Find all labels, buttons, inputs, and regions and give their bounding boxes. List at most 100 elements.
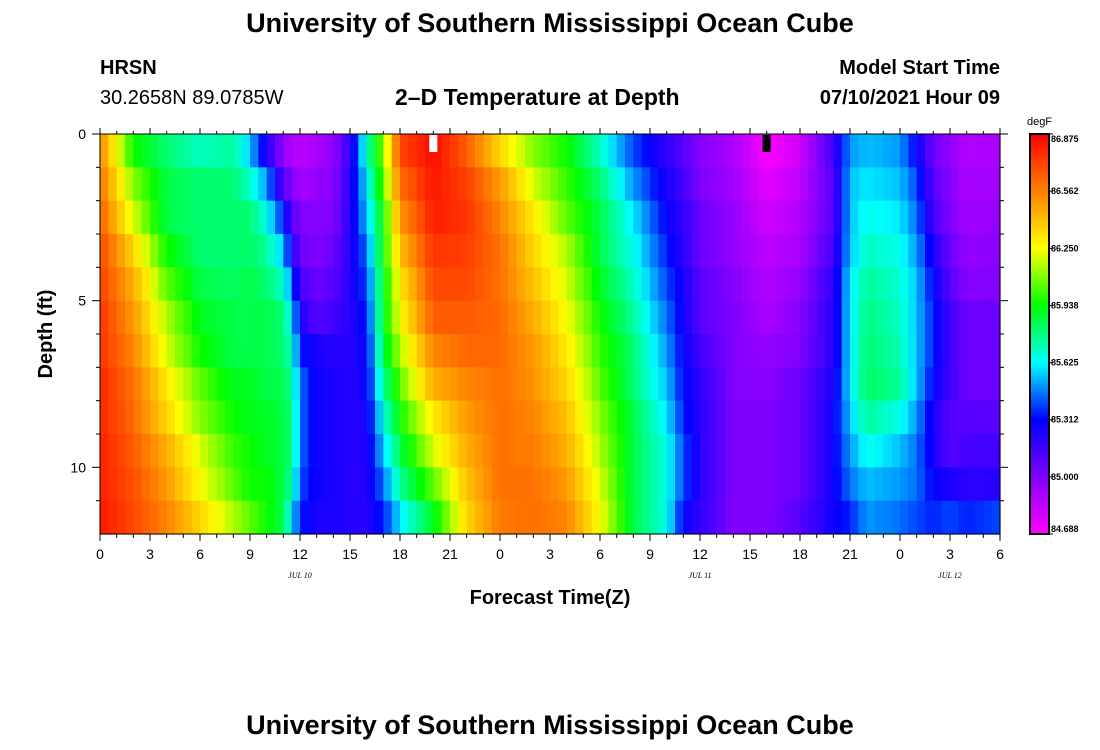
heatmap-cell bbox=[766, 500, 776, 535]
heatmap-cell bbox=[141, 300, 151, 335]
heatmap-cell bbox=[783, 500, 793, 535]
heatmap-cell bbox=[816, 500, 826, 535]
heatmap-cell bbox=[825, 334, 834, 368]
x-tick-label: 0 bbox=[496, 546, 504, 562]
heatmap-cell bbox=[391, 400, 401, 435]
heatmap-cell bbox=[550, 267, 559, 302]
heatmap-cell bbox=[375, 434, 384, 468]
heatmap-cell bbox=[358, 267, 368, 302]
heatmap-cell bbox=[900, 267, 909, 302]
heatmap-cell bbox=[175, 367, 184, 402]
heatmap-cell bbox=[916, 334, 926, 368]
heatmap-cell bbox=[833, 467, 843, 502]
current-time-marker bbox=[762, 135, 771, 152]
heatmap-cell bbox=[825, 500, 834, 535]
x-tick-label: 21 bbox=[842, 546, 858, 562]
heatmap-cell bbox=[350, 367, 359, 402]
heatmap-cell bbox=[850, 234, 859, 268]
heatmap-cell bbox=[825, 467, 834, 502]
heatmap-cell bbox=[433, 200, 443, 235]
heatmap-cell bbox=[641, 234, 651, 268]
heatmap-cell bbox=[333, 234, 343, 268]
heatmap-cell bbox=[916, 400, 926, 435]
heatmap-cell bbox=[808, 434, 818, 468]
heatmap-cell bbox=[516, 234, 526, 268]
heatmap-cell bbox=[883, 267, 893, 302]
heatmap-cell bbox=[233, 267, 243, 302]
heatmap-cell bbox=[400, 500, 409, 535]
heatmap-cell bbox=[658, 400, 668, 435]
heatmap-cell bbox=[100, 234, 109, 268]
heatmap-cell bbox=[708, 334, 718, 368]
heatmap-cell bbox=[366, 234, 376, 268]
heatmap-cell bbox=[666, 300, 676, 335]
heatmap-cell bbox=[708, 134, 718, 168]
heatmap-cell bbox=[591, 334, 601, 368]
heatmap-cell bbox=[233, 334, 243, 368]
heatmap-cell bbox=[608, 500, 618, 535]
heatmap-cell bbox=[275, 200, 284, 235]
heatmap-cell bbox=[316, 500, 326, 535]
heatmap-cell bbox=[925, 334, 934, 368]
heatmap-cell bbox=[791, 167, 801, 202]
heatmap-cell bbox=[508, 367, 518, 402]
heatmap-cell bbox=[641, 300, 651, 335]
heatmap-cell bbox=[283, 234, 293, 268]
heatmap-cell bbox=[500, 200, 509, 235]
heatmap-cell bbox=[783, 367, 793, 402]
heatmap-cell bbox=[225, 500, 234, 535]
heatmap-cell bbox=[700, 467, 709, 502]
heatmap-cell bbox=[883, 334, 893, 368]
heatmap-cell bbox=[358, 367, 368, 402]
heatmap-cell bbox=[333, 467, 343, 502]
heatmap-cell bbox=[725, 167, 734, 202]
heatmap-cell bbox=[641, 267, 651, 302]
heatmap-cell bbox=[875, 134, 884, 168]
heatmap-cell bbox=[325, 334, 334, 368]
heatmap-cell bbox=[483, 234, 493, 268]
x-tick-label: 15 bbox=[342, 546, 358, 562]
heatmap-cell bbox=[366, 267, 376, 302]
heatmap-cell bbox=[208, 367, 218, 402]
heatmap-cell bbox=[258, 400, 268, 435]
heatmap-cell bbox=[116, 500, 126, 535]
heatmap-cell bbox=[158, 234, 168, 268]
heatmap-cell bbox=[566, 234, 576, 268]
heatmap-cell bbox=[425, 334, 434, 368]
heatmap-cell bbox=[475, 200, 484, 235]
heatmap-cell bbox=[633, 500, 643, 535]
heatmap-cell bbox=[583, 334, 593, 368]
heatmap-cell bbox=[966, 300, 976, 335]
x-tick-label: 15 bbox=[742, 546, 758, 562]
y-tick-label: 10 bbox=[70, 459, 86, 475]
heatmap-cell bbox=[341, 300, 351, 335]
heatmap-cell bbox=[166, 500, 176, 535]
heatmap-cell bbox=[291, 200, 301, 235]
heatmap-cell bbox=[575, 400, 584, 435]
heatmap-cell bbox=[758, 434, 768, 468]
heatmap-cell bbox=[908, 267, 918, 302]
heatmap-cell bbox=[400, 300, 409, 335]
heatmap-cell bbox=[991, 167, 1001, 202]
heatmap-cell bbox=[175, 234, 184, 268]
heatmap-cell bbox=[183, 334, 193, 368]
heatmap-cell bbox=[133, 500, 143, 535]
heatmap-cell bbox=[650, 300, 659, 335]
heatmap-cell bbox=[500, 267, 509, 302]
heatmap-cell bbox=[558, 434, 568, 468]
heatmap-cell bbox=[858, 467, 868, 502]
heatmap-cell bbox=[358, 200, 368, 235]
heatmap-cell bbox=[116, 367, 126, 402]
heatmap-cell bbox=[483, 400, 493, 435]
heatmap-cell bbox=[591, 134, 601, 168]
heatmap-cell bbox=[266, 434, 276, 468]
heatmap-cell bbox=[691, 367, 701, 402]
heatmap-cell bbox=[275, 434, 284, 468]
heatmap-cell bbox=[508, 167, 518, 202]
heatmap-cell bbox=[816, 267, 826, 302]
heatmap-cell bbox=[275, 234, 284, 268]
heatmap-cell bbox=[633, 234, 643, 268]
heatmap-cell bbox=[316, 267, 326, 302]
heatmap-cell bbox=[575, 467, 584, 502]
heatmap-cell bbox=[450, 200, 459, 235]
